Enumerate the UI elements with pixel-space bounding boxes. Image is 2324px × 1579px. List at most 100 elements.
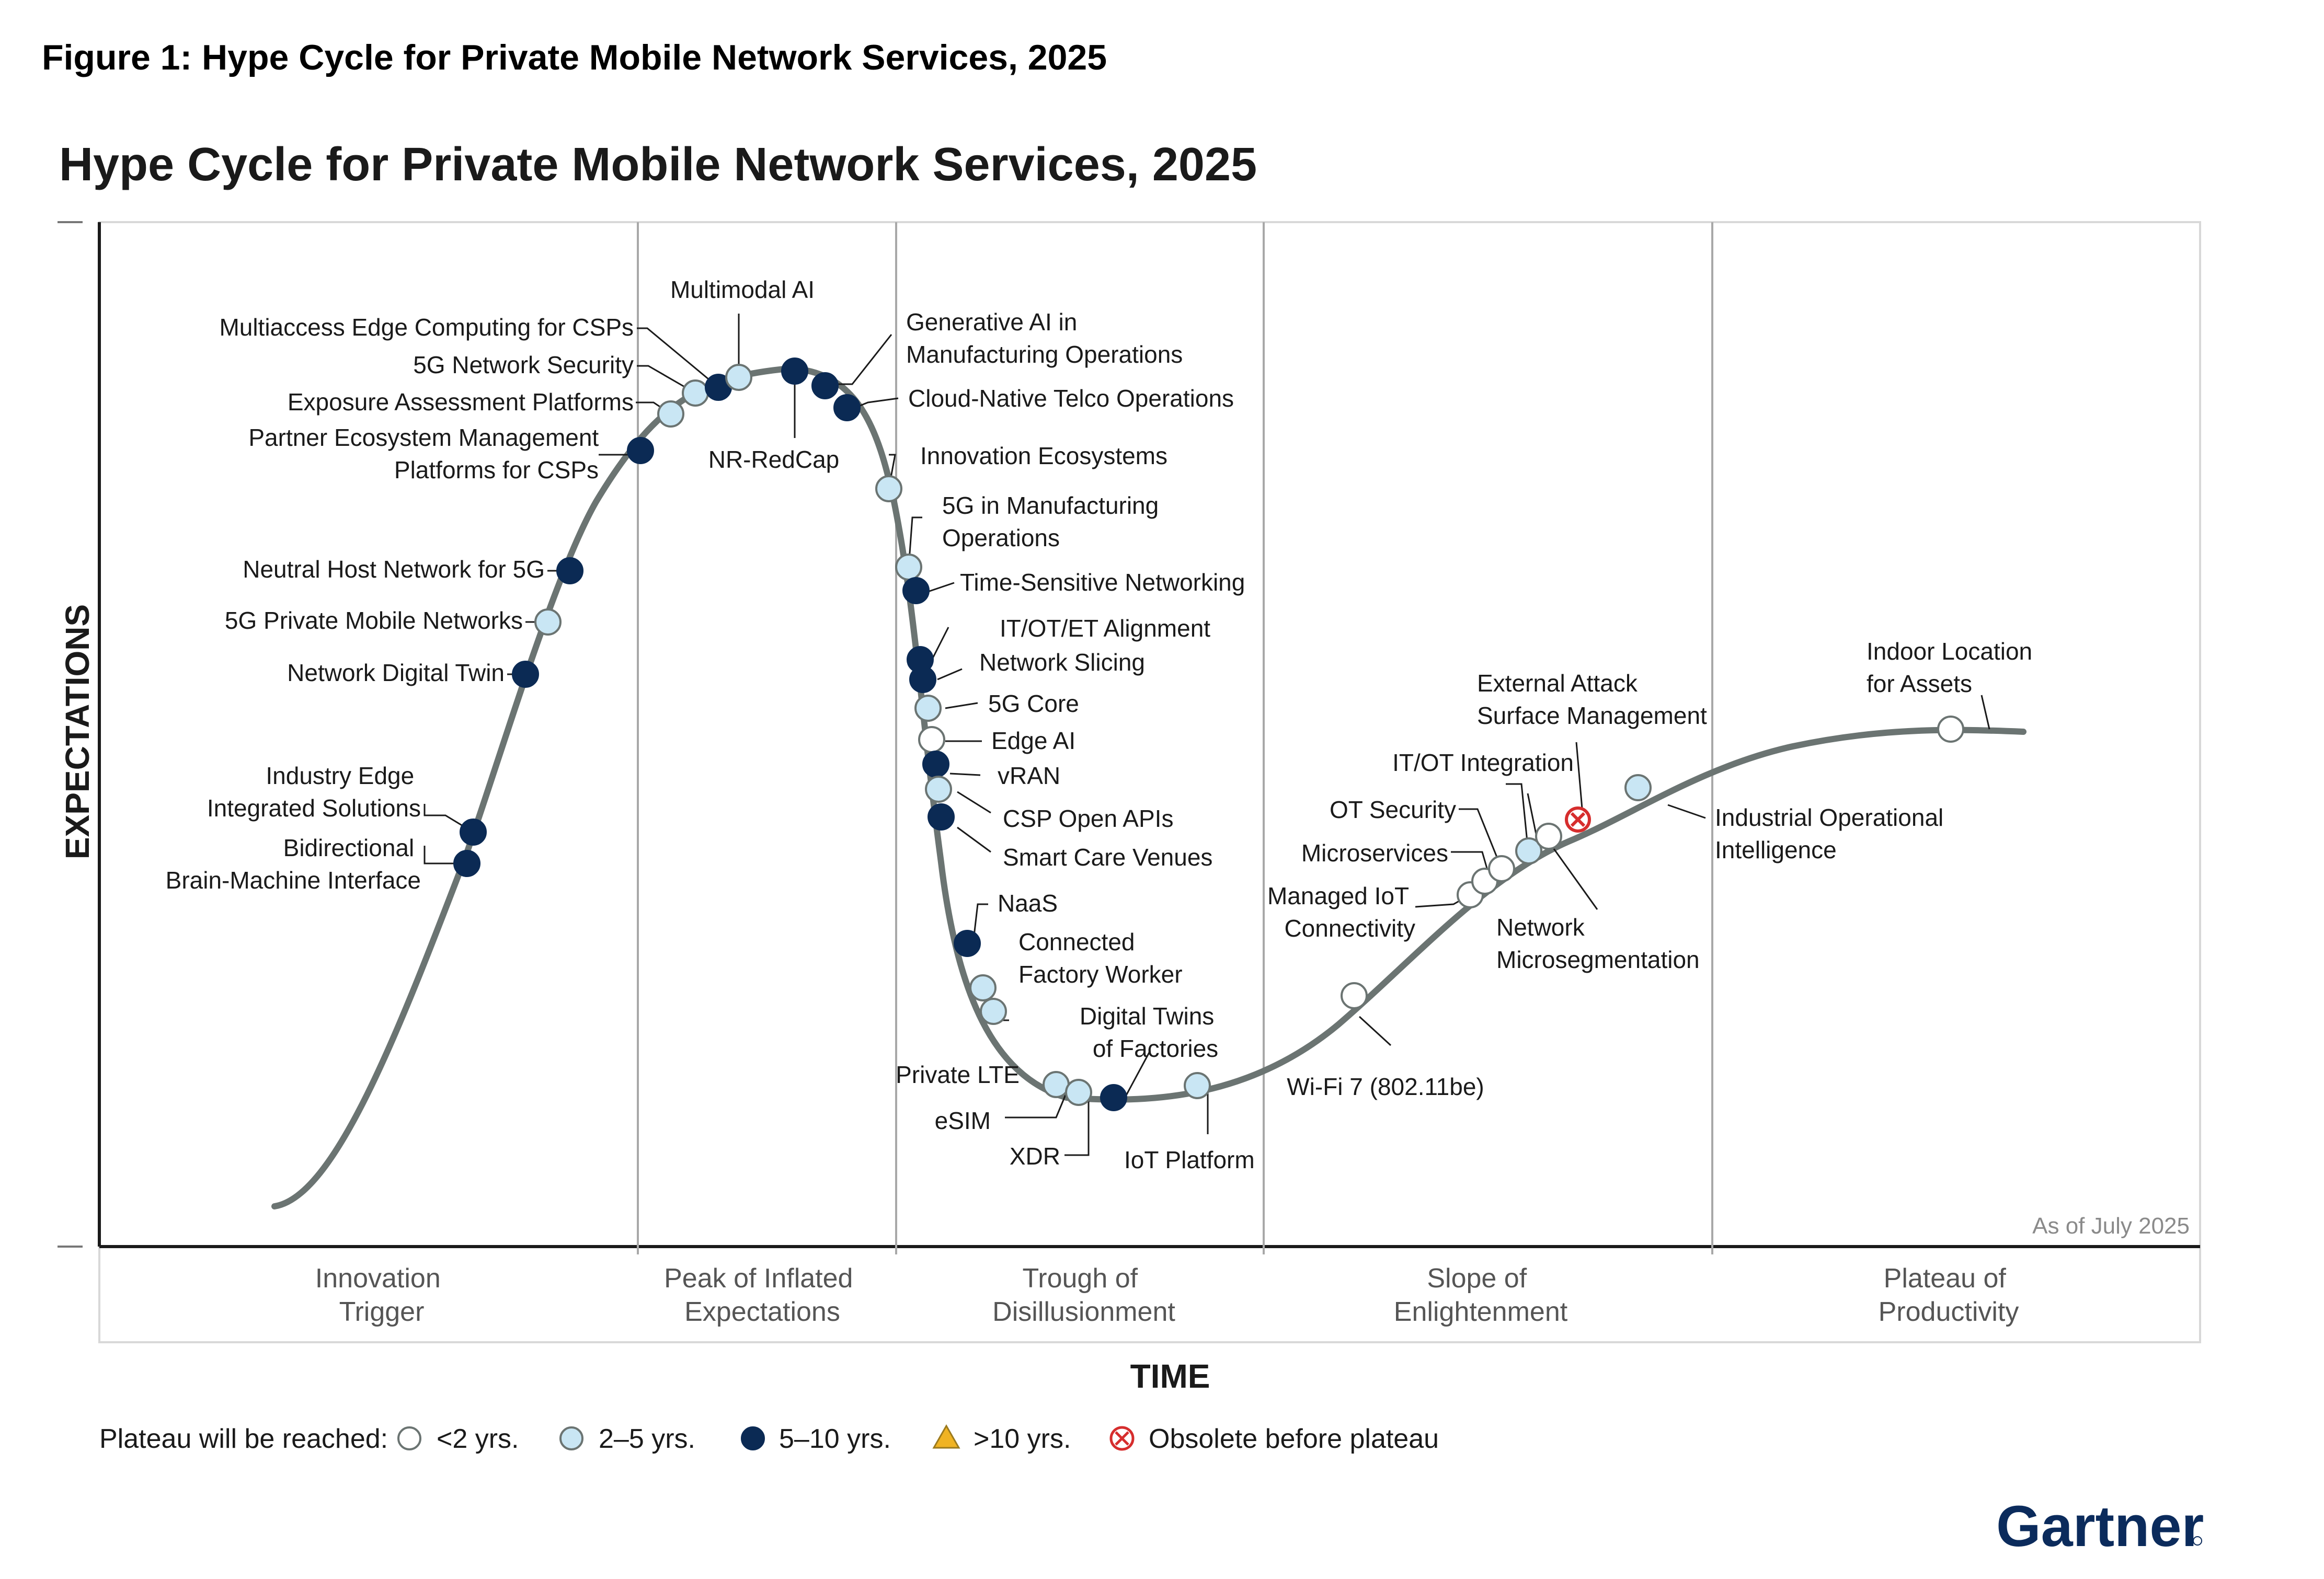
tech-label-innovation-ecosystems: Innovation Ecosystems — [920, 442, 1167, 469]
phase-label-trough-l2: Disillusionment — [992, 1297, 1175, 1327]
tech-label-industry-edge: Industry Edge Integrated Solutions — [207, 762, 421, 822]
marker-digital-twins-of-factories — [1100, 1084, 1127, 1111]
tech-label-cloud-native: Cloud-Native Telco Operations — [908, 385, 1234, 412]
registered-mark-icon — [2193, 1536, 2202, 1546]
marker-nr-redcap — [781, 358, 808, 385]
marker-private-lte — [980, 998, 1007, 1025]
technology-labels: Bidirectional Brain-Machine Interface In… — [166, 276, 2039, 1173]
tech-label-edge-ai: Edge AI — [991, 727, 1075, 754]
phase-label-slope: Slope of Enlightenment — [1394, 1263, 1568, 1327]
legend: Plateau will be reached: <2 yrs. 2–5 yrs… — [99, 1424, 1439, 1454]
marker-multimodal-ai — [725, 364, 752, 391]
phase-label-plateau-l2: Productivity — [1879, 1297, 2019, 1327]
marker-5g-core — [914, 695, 942, 722]
legend-light-blue-circle-icon — [559, 1426, 583, 1450]
tech-label-industry-edge-l2: Integrated Solutions — [207, 794, 421, 822]
tech-label-csp-open-apis: CSP Open APIs — [1003, 805, 1173, 832]
phase-label-trough-l1: Trough of — [1022, 1263, 1138, 1294]
legend-red-x-circle-icon — [1109, 1426, 1135, 1451]
marker-iot-platform — [1184, 1072, 1211, 1099]
tech-label-5g-core: 5G Core — [988, 690, 1079, 717]
phase-label-trough: Trough of Disillusionment — [992, 1263, 1175, 1327]
tech-label-managed-iot-l1: Managed IoT — [1267, 882, 1409, 909]
marker-esim — [1043, 1071, 1070, 1098]
tech-label-exposure-assessment: Exposure Assessment Platforms — [288, 388, 634, 416]
tech-label-bidirectional: Bidirectional Brain-Machine Interface — [166, 834, 421, 894]
marker-generative-ai-in-manufacturing-operations — [811, 372, 839, 399]
tech-label-wifi7: Wi-Fi 7 (802.11be) — [1287, 1073, 1484, 1100]
tech-label-generative-ai-l2: Manufacturing Operations — [906, 341, 1183, 368]
tech-label-5g-manufacturing: 5G in Manufacturing Operations — [942, 492, 1165, 551]
marker-connected-factory-worker — [969, 974, 997, 1001]
phase-label-innovation-trigger: Innovation Trigger — [315, 1263, 448, 1327]
legend-label-obsolete: Obsolete before plateau — [1149, 1424, 1439, 1454]
legend-label-lt2: <2 yrs. — [437, 1424, 519, 1454]
marker-5g-private-mobile-networks — [534, 608, 562, 636]
tech-label-iot-platform: IoT Platform — [1124, 1146, 1255, 1173]
marker-time-sensitive-networking — [902, 577, 930, 604]
legend-dark-navy-circle-icon — [741, 1426, 765, 1450]
marker-naas — [954, 930, 981, 957]
legend-yellow-triangle-icon — [932, 1424, 960, 1449]
tech-label-xdr: XDR — [1010, 1143, 1060, 1170]
phase-label-plateau-l1: Plateau of — [1884, 1263, 2007, 1294]
phase-label-peak-l2: Expectations — [684, 1297, 840, 1327]
tech-label-nr-redcap: NR-RedCap — [708, 446, 840, 473]
tech-label-network-microsegmentation-l2: Microsegmentation — [1496, 946, 1700, 973]
marker-partner-ecosystem-management-platforms-for-csps — [627, 437, 654, 464]
tech-label-managed-iot: Managed IoT Connectivity — [1267, 882, 1415, 942]
marker-exposure-assessment-platforms — [657, 400, 684, 428]
legend-label-gt10: >10 yrs. — [974, 1424, 1071, 1454]
tech-label-it-ot-integration: IT/OT Integration — [1392, 749, 1574, 776]
tech-label-microservices: Microservices — [1301, 839, 1448, 867]
tech-label-industry-edge-l1: Industry Edge — [266, 762, 414, 789]
tech-label-indoor-location: Indoor Location for Assets — [1867, 638, 2039, 697]
marker-external-attack-surface-management — [1565, 806, 1591, 833]
tech-label-esim: eSIM — [935, 1107, 991, 1134]
tech-label-network-digital-twin: Network Digital Twin — [287, 659, 505, 686]
marker-5g-network-security — [682, 379, 709, 407]
as-of-date: As of July 2025 — [2032, 1213, 2190, 1239]
tech-label-partner-ecosystem-l1: Partner Ecosystem Management — [248, 424, 599, 451]
legend-label-2to5: 2–5 yrs. — [599, 1424, 695, 1454]
marker-csp-open-apis — [925, 776, 952, 803]
marker-network-slicing — [909, 666, 936, 693]
phase-label-innovation-trigger-l2: Trigger — [339, 1297, 425, 1327]
phase-label-innovation-trigger-l1: Innovation — [315, 1263, 441, 1294]
tech-label-private-lte: Private LTE — [896, 1061, 1020, 1088]
tech-label-external-attack-l1: External Attack — [1477, 670, 1638, 697]
tech-label-generative-ai-l1: Generative AI in — [906, 308, 1077, 336]
tech-label-connected-factory-l1: Connected — [1018, 928, 1135, 955]
tech-label-digital-twins-factories-l2: of Factories — [1093, 1035, 1218, 1062]
marker-industrial-operational-intelligence — [1624, 774, 1652, 801]
marker-neutral-host-network-for-5g — [556, 557, 583, 584]
tech-label-network-microsegmentation: Network Microsegmentation — [1496, 914, 1700, 973]
gartner-logo: Gartner — [1996, 1494, 2204, 1559]
marker-xdr — [1065, 1079, 1092, 1106]
tech-label-digital-twins-factories-l1: Digital Twins — [1080, 1002, 1214, 1030]
marker-network-digital-twin — [512, 661, 539, 688]
marker-ot-security — [1488, 855, 1515, 882]
phase-label-peak: Peak of Inflated Expectations — [664, 1263, 861, 1327]
tech-label-5g-manufacturing-l2: Operations — [942, 524, 1060, 551]
phase-label-plateau: Plateau of Productivity — [1879, 1263, 2019, 1327]
marker-vran — [922, 751, 949, 778]
legend-open-circle-icon — [397, 1426, 421, 1450]
tech-label-network-microsegmentation-l1: Network — [1496, 914, 1585, 941]
tech-label-connected-factory: Connected Factory Worker — [1018, 928, 1183, 988]
phase-label-peak-l1: Peak of Inflated — [664, 1263, 853, 1294]
technology-markers — [453, 358, 1964, 1111]
tech-label-managed-iot-l2: Connectivity — [1284, 915, 1415, 942]
tech-label-naas: NaaS — [998, 890, 1058, 917]
marker-cloud-native-telco-operations — [833, 394, 861, 421]
tech-label-it-ot-et: IT/OT/ET Alignment — [1000, 615, 1210, 642]
tech-label-connected-factory-l2: Factory Worker — [1018, 961, 1183, 988]
tech-label-indoor-location-l1: Indoor Location — [1867, 638, 2032, 665]
marker-it-ot-integration — [1515, 837, 1542, 865]
marker-edge-ai — [918, 726, 945, 753]
marker-industry-edge-integrated-solutions — [460, 819, 487, 846]
tech-label-industrial-operational-l2: Intelligence — [1715, 836, 1837, 863]
y-axis-title: EXPECTATIONS — [59, 604, 96, 859]
